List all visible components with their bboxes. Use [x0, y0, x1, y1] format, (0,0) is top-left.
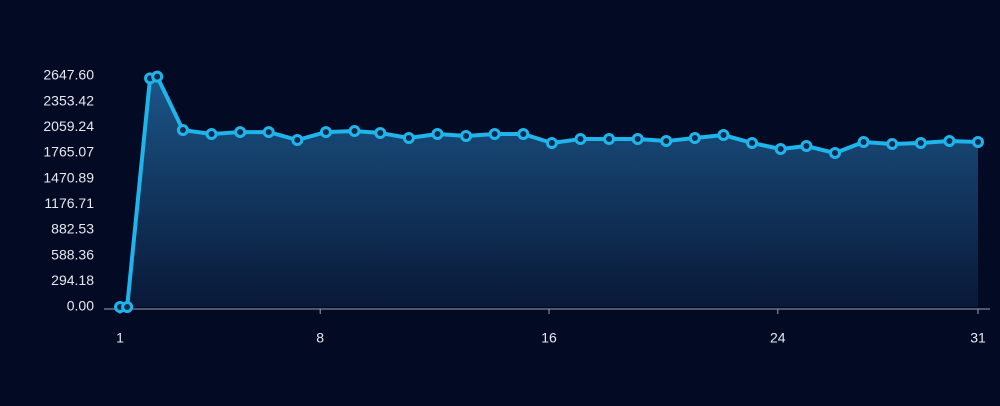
y-tick-label: 1765.07 [43, 144, 94, 160]
point [972, 136, 984, 149]
point [431, 127, 444, 140]
point [631, 133, 644, 146]
point [746, 136, 759, 149]
point [234, 126, 247, 139]
x-tick-label: 31 [970, 330, 986, 346]
point [319, 126, 332, 139]
point [517, 127, 530, 140]
point [460, 129, 473, 142]
y-tick-label: 1176.71 [44, 195, 94, 211]
point [943, 135, 956, 148]
y-tick-label: 2353.42 [43, 92, 94, 108]
point [688, 131, 701, 144]
y-tick-label: 2059.24 [43, 118, 94, 134]
x-tick-label: 24 [770, 330, 786, 346]
point [603, 133, 616, 146]
point [348, 125, 361, 138]
point [291, 134, 304, 147]
x-tick-label: 8 [316, 330, 324, 346]
point [262, 126, 275, 139]
point [374, 127, 387, 140]
x-tick-label: 1 [116, 330, 124, 346]
point [800, 140, 813, 153]
point [176, 124, 189, 137]
point [660, 135, 673, 148]
y-tick-label: 0.00 [67, 298, 94, 314]
point [857, 136, 870, 149]
y-tick-label: 2647.60 [43, 67, 94, 83]
y-tick-label: 294.18 [51, 272, 94, 288]
point [402, 131, 415, 144]
y-tick-label: 588.36 [51, 246, 94, 262]
point [488, 127, 501, 140]
point [121, 301, 134, 313]
point [205, 127, 218, 140]
point [914, 136, 927, 149]
point [574, 133, 587, 146]
point [886, 138, 899, 151]
point [774, 142, 787, 155]
point [151, 70, 164, 83]
area [120, 76, 978, 308]
point [545, 136, 558, 149]
y-tick-label: 1470.89 [43, 169, 94, 185]
x-tick-label: 16 [541, 330, 557, 346]
point [717, 129, 730, 142]
y-tick-label: 882.53 [51, 221, 94, 237]
point [829, 147, 841, 160]
